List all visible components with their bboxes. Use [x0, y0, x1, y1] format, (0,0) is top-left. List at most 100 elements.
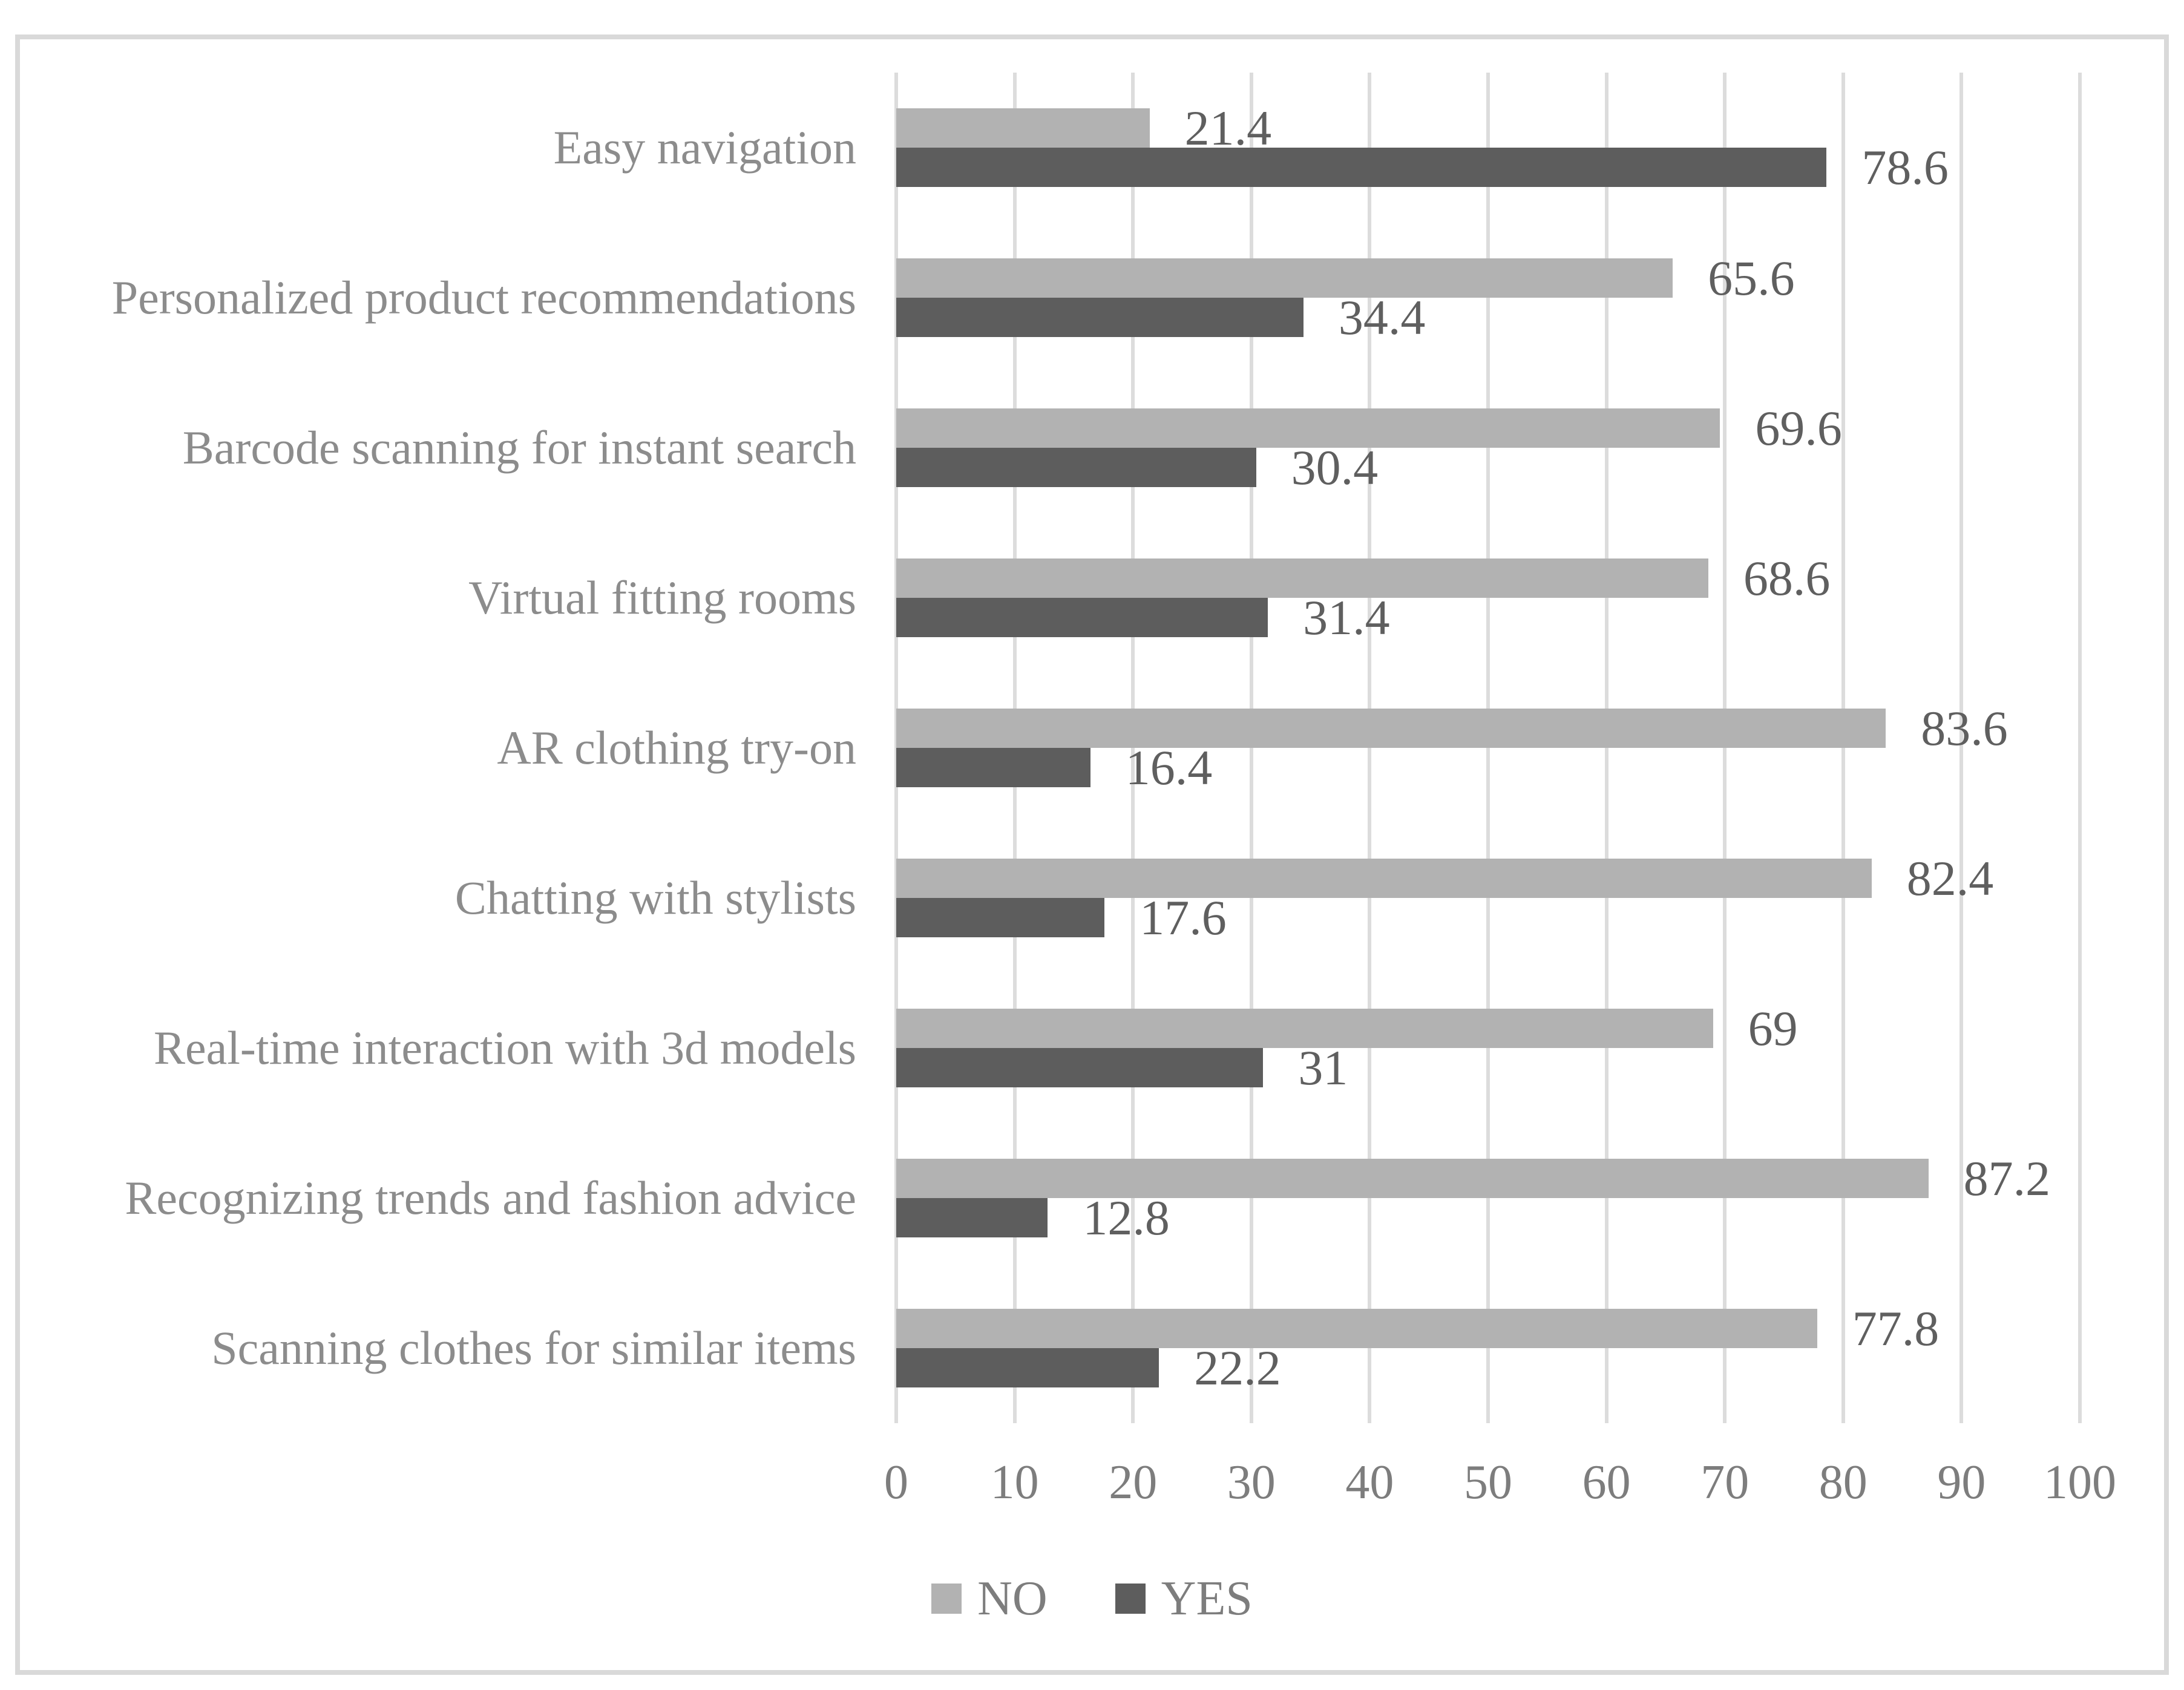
- gridline-100: [2078, 73, 2082, 1423]
- x-tick-label: 30: [1227, 1456, 1276, 1509]
- yes-bar-line: 34.4: [896, 292, 2080, 342]
- category-label: Barcode scanning for instant search: [182, 421, 856, 474]
- no-value-label: 69: [1748, 1000, 1798, 1056]
- bar-group: 65.6 34.4: [896, 223, 2080, 373]
- chart-row: Chatting with stylists 82.4 17.6: [0, 823, 2080, 973]
- x-tick-label: 90: [1937, 1456, 1986, 1509]
- category-label: Personalized product recommendations: [111, 271, 856, 324]
- yes-bar: [896, 1348, 1159, 1387]
- x-axis: 0 10 20 30 40 50 60 70 80 90 100: [884, 1456, 2116, 1531]
- bar-group: 83.6 16.4: [896, 673, 2080, 823]
- chart-row: Personalized product recommendations 65.6…: [0, 223, 2080, 373]
- no-bar: [896, 258, 1673, 298]
- yes-bar-line: 78.6: [896, 142, 2080, 192]
- no-bar: [896, 108, 1150, 148]
- yes-value-label: 30.4: [1291, 439, 1379, 495]
- no-bar-line: 87.2: [896, 1153, 2080, 1203]
- x-tick-label: 20: [1109, 1456, 1158, 1509]
- yes-bar-line: 12.8: [896, 1193, 2080, 1242]
- x-tick-label: 0: [884, 1456, 908, 1509]
- yes-bar: [896, 298, 1304, 337]
- bar-group: 69 31: [896, 973, 2080, 1123]
- bar-group: 69.6 30.4: [896, 373, 2080, 523]
- gridline-20: [1131, 73, 1135, 1423]
- x-tick-label: 70: [1700, 1456, 1749, 1509]
- yes-bar-line: 31: [896, 1043, 2080, 1092]
- legend-label: YES: [1161, 1572, 1253, 1625]
- no-value-label: 68.6: [1743, 550, 1831, 606]
- bar-group: 68.6 31.4: [896, 523, 2080, 673]
- gridline-30: [1249, 73, 1253, 1423]
- chart-row: Virtual fitting rooms 68.6 31.4: [0, 523, 2080, 673]
- gridline-80: [1841, 73, 1845, 1423]
- no-bar-line: 69.6: [896, 403, 2080, 453]
- category-label: Real-time interaction with 3d models: [153, 1021, 856, 1075]
- no-bar-line: 68.6: [896, 553, 2080, 603]
- yes-value-label: 17.6: [1140, 889, 1227, 945]
- bar-group: 21.4 78.6: [896, 73, 2080, 223]
- yes-bar-line: 22.2: [896, 1343, 2080, 1392]
- yes-value-label: 78.6: [1861, 139, 1949, 195]
- no-value-label: 21.4: [1184, 100, 1272, 156]
- yes-value-label: 31.4: [1303, 589, 1390, 645]
- no-value-label: 77.8: [1852, 1300, 1940, 1356]
- gridline-60: [1604, 73, 1608, 1423]
- no-bar-line: 21.4: [896, 103, 2080, 152]
- legend-swatch-no: [931, 1584, 962, 1614]
- x-tick-label: 40: [1345, 1456, 1394, 1509]
- gridline-70: [1723, 73, 1727, 1423]
- no-bar-line: 69: [896, 1003, 2080, 1053]
- chart-row: Easy navigation 21.4 78.6: [0, 73, 2080, 223]
- legend-item-no: NO: [931, 1574, 1048, 1623]
- yes-bar-line: 17.6: [896, 892, 2080, 942]
- x-tick-label: 50: [1464, 1456, 1512, 1509]
- yes-bar: [896, 148, 1827, 187]
- bar-group: 82.4 17.6: [896, 823, 2080, 973]
- yes-bar-line: 30.4: [896, 442, 2080, 492]
- yes-value-label: 16.4: [1125, 739, 1213, 795]
- yes-value-label: 22.2: [1194, 1340, 1281, 1395]
- legend-label: NO: [977, 1572, 1048, 1625]
- x-tick-label: 60: [1582, 1456, 1631, 1509]
- no-bar: [896, 1159, 1929, 1198]
- gridline-50: [1486, 73, 1490, 1423]
- no-bar: [896, 1309, 1817, 1348]
- no-bar-line: 77.8: [896, 1303, 2080, 1353]
- no-bar-line: 82.4: [896, 853, 2080, 903]
- bar-group: 77.8 22.2: [896, 1273, 2080, 1423]
- no-bar: [896, 408, 1720, 448]
- legend-item-yes: YES: [1115, 1574, 1253, 1623]
- category-label: AR clothing try-on: [497, 721, 856, 775]
- legend-swatch-yes: [1115, 1584, 1146, 1614]
- chart-row: Recognizing trends and fashion advice 87.…: [0, 1123, 2080, 1273]
- no-value-label: 69.6: [1755, 400, 1842, 456]
- no-bar: [896, 859, 1872, 898]
- category-label: Recognizing trends and fashion advice: [125, 1171, 856, 1225]
- x-tick-label: 80: [1818, 1456, 1868, 1509]
- no-bar-line: 65.6: [896, 253, 2080, 303]
- yes-bar: [896, 898, 1105, 937]
- bar-chart-rows: Easy navigation 21.4 78.6 Personalized prod…: [0, 73, 2080, 1423]
- no-bar: [896, 709, 1886, 748]
- category-label: Virtual fitting rooms: [468, 571, 856, 624]
- yes-bar: [896, 748, 1090, 787]
- yes-bar-line: 31.4: [896, 592, 2080, 642]
- yes-bar: [896, 598, 1268, 637]
- category-label: Chatting with stylists: [454, 871, 856, 925]
- yes-value-label: 12.8: [1083, 1190, 1170, 1245]
- no-value-label: 83.6: [1921, 700, 2008, 756]
- chart-row: Scanning clothes for similar items 77.8 22…: [0, 1273, 2080, 1423]
- category-label: Easy navigation: [553, 121, 856, 174]
- yes-bar-line: 16.4: [896, 742, 2080, 792]
- no-value-label: 82.4: [1906, 850, 1994, 906]
- x-tick-label: 10: [990, 1456, 1039, 1509]
- no-bar: [896, 558, 1708, 598]
- yes-value-label: 31: [1298, 1040, 1348, 1095]
- chart-row: Barcode scanning for instant search 69.6 3…: [0, 373, 2080, 523]
- chart-legend: NO YES: [0, 1574, 2184, 1623]
- yes-bar: [896, 448, 1256, 487]
- x-tick-label: 100: [2044, 1456, 2116, 1509]
- gridline-90: [1959, 73, 1964, 1423]
- yes-bar: [896, 1198, 1048, 1237]
- yes-bar: [896, 1048, 1264, 1087]
